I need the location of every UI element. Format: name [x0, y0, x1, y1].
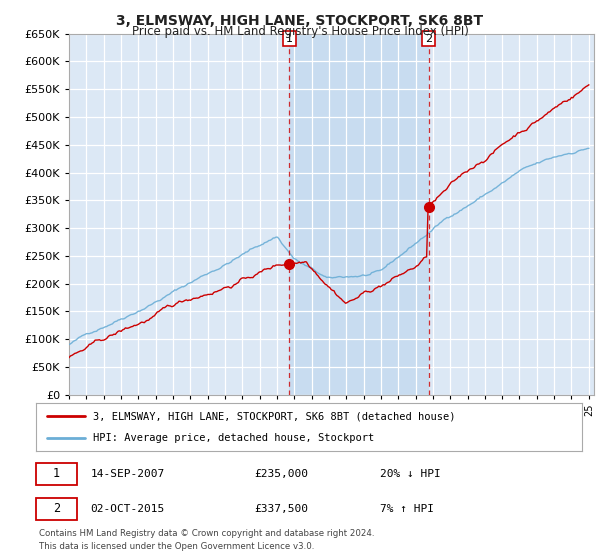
FancyBboxPatch shape	[36, 463, 77, 485]
Text: 14-SEP-2007: 14-SEP-2007	[91, 469, 165, 479]
Text: 1: 1	[286, 34, 293, 44]
Text: 7% ↑ HPI: 7% ↑ HPI	[380, 504, 434, 514]
Text: £337,500: £337,500	[254, 504, 308, 514]
Bar	[289, 34, 428, 395]
Text: 3, ELMSWAY, HIGH LANE, STOCKPORT, SK6 8BT: 3, ELMSWAY, HIGH LANE, STOCKPORT, SK6 8B…	[116, 14, 484, 28]
Text: 20% ↓ HPI: 20% ↓ HPI	[380, 469, 441, 479]
FancyBboxPatch shape	[36, 498, 77, 520]
Text: 3, ELMSWAY, HIGH LANE, STOCKPORT, SK6 8BT (detached house): 3, ELMSWAY, HIGH LANE, STOCKPORT, SK6 8B…	[94, 411, 456, 421]
Text: Contains HM Land Registry data © Crown copyright and database right 2024.: Contains HM Land Registry data © Crown c…	[39, 529, 374, 538]
Text: 2: 2	[53, 502, 60, 515]
Text: 2: 2	[425, 34, 432, 44]
Text: 1: 1	[53, 468, 60, 480]
Text: This data is licensed under the Open Government Licence v3.0.: This data is licensed under the Open Gov…	[39, 542, 314, 550]
Text: Price paid vs. HM Land Registry's House Price Index (HPI): Price paid vs. HM Land Registry's House …	[131, 25, 469, 38]
Text: 02-OCT-2015: 02-OCT-2015	[91, 504, 165, 514]
Text: £235,000: £235,000	[254, 469, 308, 479]
Text: HPI: Average price, detached house, Stockport: HPI: Average price, detached house, Stoc…	[94, 433, 374, 443]
